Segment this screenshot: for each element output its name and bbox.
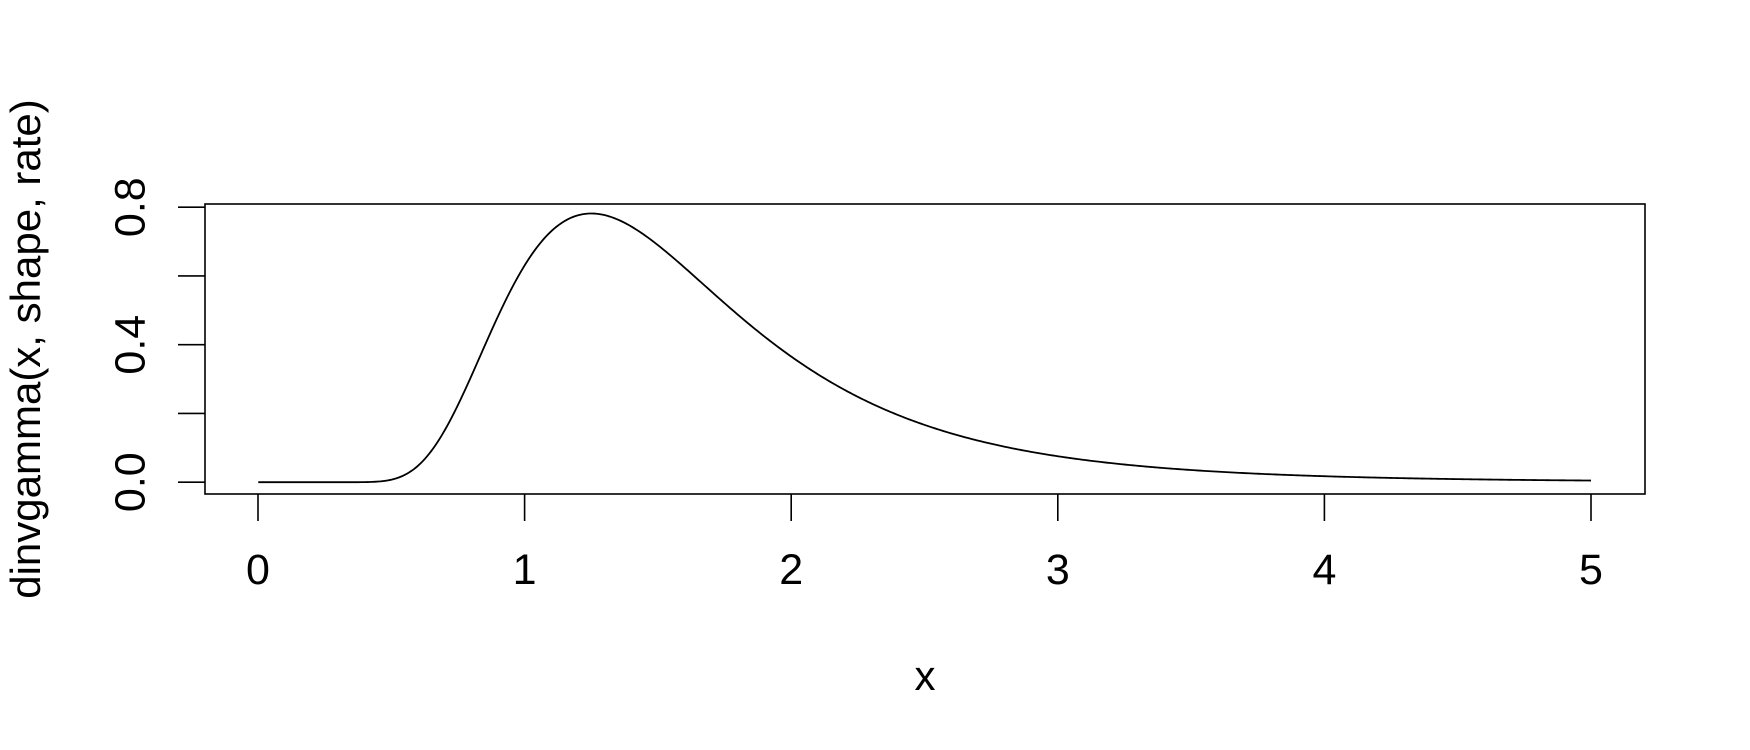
svg-text:0.4: 0.4 [107, 315, 155, 375]
svg-text:3: 3 [1046, 546, 1070, 594]
svg-text:0: 0 [246, 546, 270, 594]
svg-text:1: 1 [513, 546, 537, 594]
svg-text:0.8: 0.8 [107, 177, 155, 237]
svg-text:5: 5 [1579, 546, 1603, 594]
svg-text:0.0: 0.0 [107, 452, 155, 512]
svg-text:2: 2 [779, 546, 803, 594]
svg-text:dinvgamma(x, shape, rate): dinvgamma(x, shape, rate) [2, 99, 49, 599]
svg-text:4: 4 [1312, 546, 1336, 594]
svg-text:x: x [915, 652, 936, 699]
